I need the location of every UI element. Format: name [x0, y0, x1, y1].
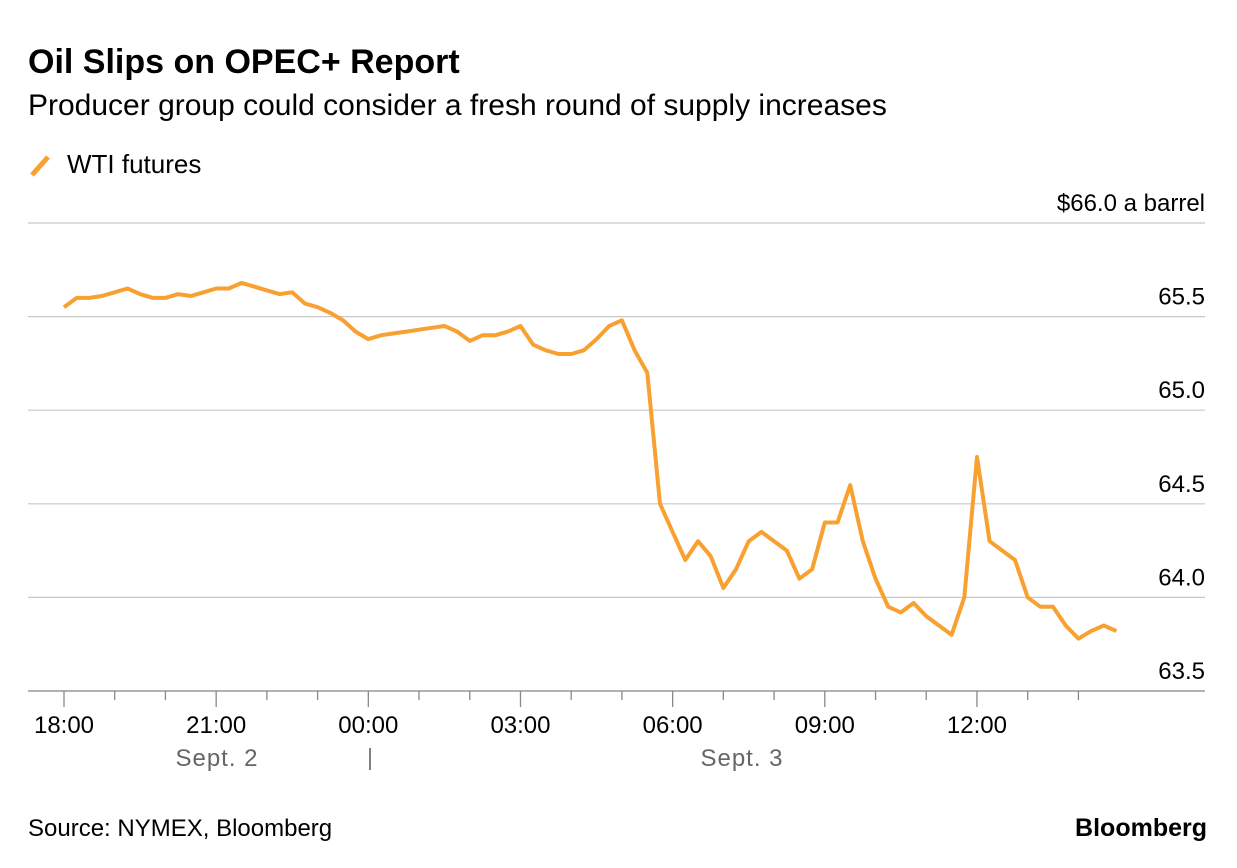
series-line [62, 280, 1118, 641]
date-label: Sept. 2 [175, 745, 258, 772]
legend-label: WTI futures [67, 149, 201, 179]
legend-swatch [30, 155, 50, 177]
x-tick-label: 09:00 [795, 712, 855, 739]
x-tick-label: 06:00 [643, 712, 703, 739]
source: Source: NYMEX, Bloomberg [28, 815, 332, 842]
x-tick-label: 00:00 [338, 712, 398, 739]
brand: Bloomberg [1075, 814, 1207, 842]
y-tick-label: $66.0 a barrel [1057, 190, 1205, 217]
y-tick-label: 65.0 [1158, 377, 1205, 404]
chart-title: Oil Slips on OPEC+ Report [28, 43, 460, 81]
x-tick-label: 12:00 [947, 712, 1007, 739]
y-tick-label: 65.5 [1158, 284, 1205, 311]
y-tick-label: 64.0 [1158, 564, 1205, 591]
chart-subtitle: Producer group could consider a fresh ro… [28, 89, 887, 122]
y-tick-label: 64.5 [1158, 471, 1205, 498]
x-tick-label: 21:00 [186, 712, 246, 739]
date-label: Sept. 3 [700, 745, 783, 772]
x-tick-label: 03:00 [490, 712, 550, 739]
x-tick-label: 18:00 [34, 712, 94, 739]
y-tick-label: 63.5 [1158, 658, 1205, 685]
